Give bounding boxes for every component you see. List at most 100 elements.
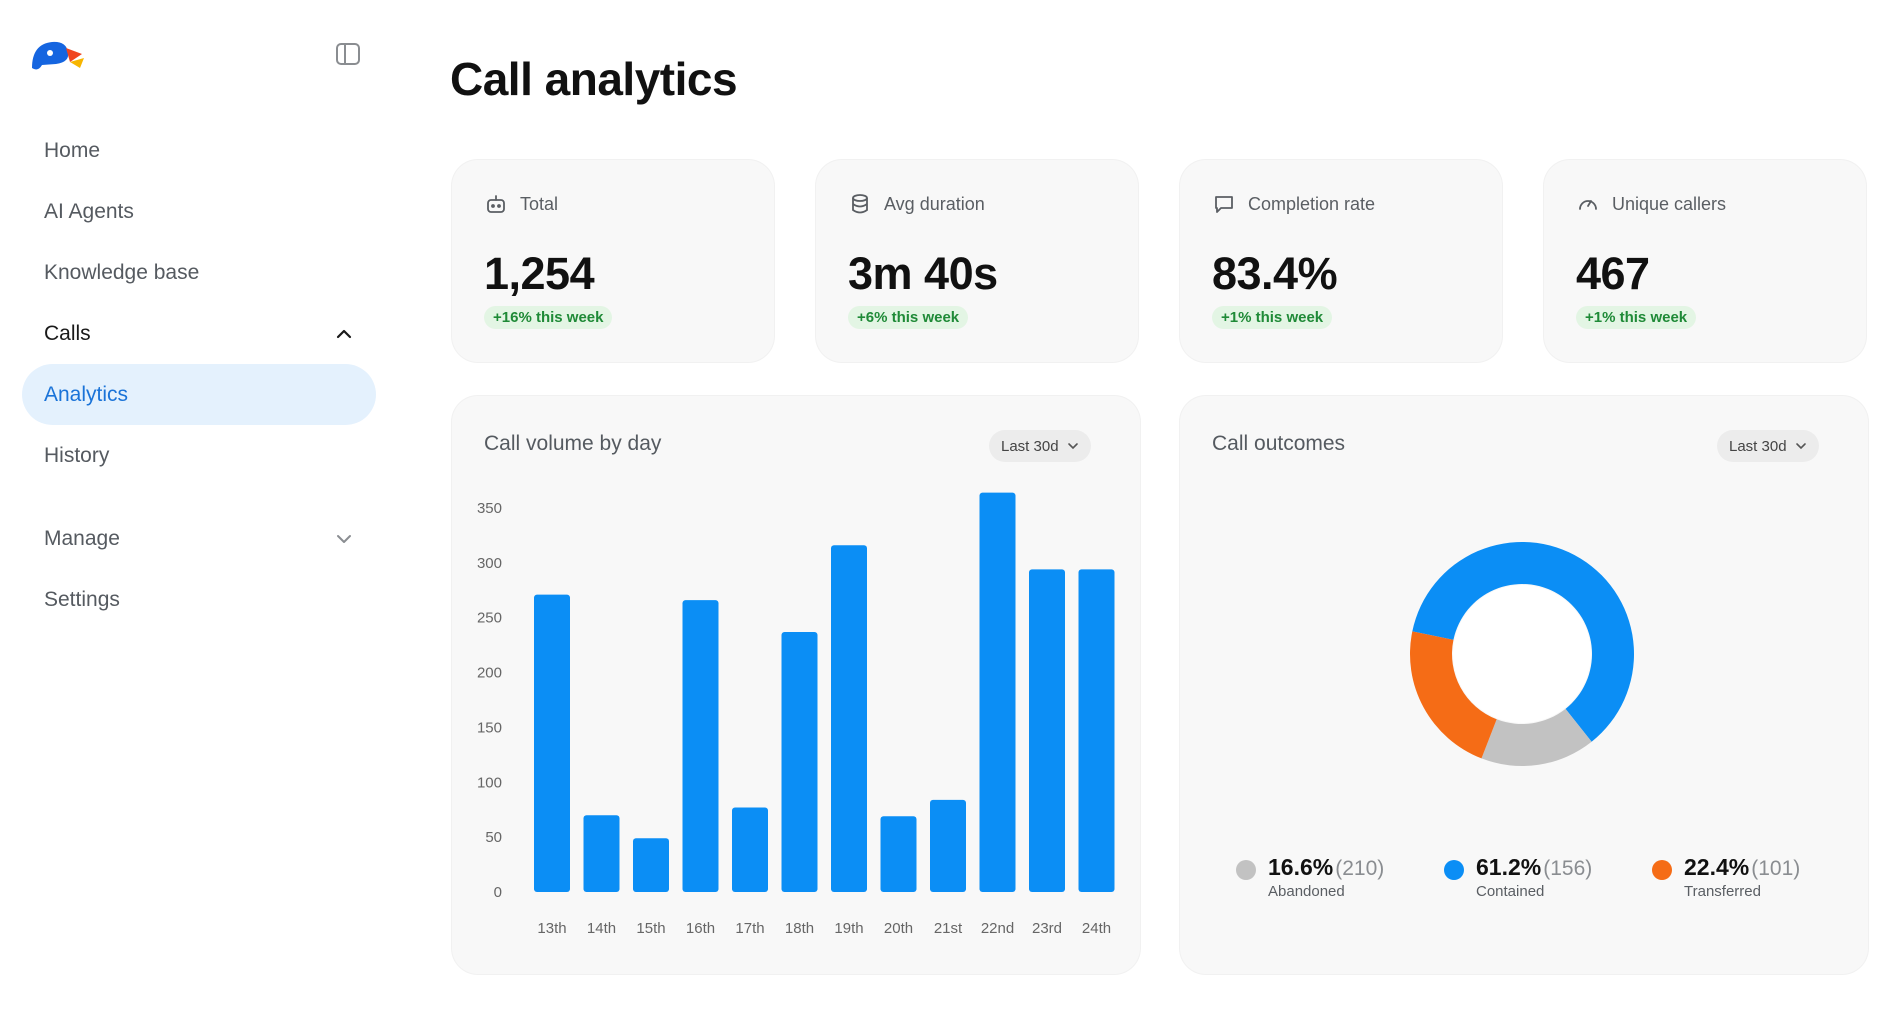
stat-value: 1,254 (484, 248, 595, 299)
y-tick-label: 100 (477, 774, 502, 791)
legend-swatch (1652, 860, 1672, 880)
legend-label: Transferred (1684, 883, 1761, 900)
stat-label: Unique callers (1612, 193, 1727, 214)
legend-count: (101) (1751, 857, 1801, 880)
panel-title: Call volume by day (484, 432, 662, 455)
page-title: Call analytics (450, 53, 738, 105)
chevron-down-icon (1795, 443, 1806, 450)
sidebar-item-settings[interactable]: Settings (22, 569, 376, 630)
date-range-label: Last 30d (1001, 437, 1059, 455)
bar-16th[interactable] (682, 600, 719, 892)
donut-slice-contained[interactable] (1412, 542, 1634, 742)
y-tick-label: 150 (477, 719, 502, 736)
legend-swatch (1444, 860, 1464, 880)
sidebar-item-label: Settings (44, 587, 120, 611)
nav-spacer (22, 486, 376, 508)
legend-item-contained: 61.2%(156) Contained (1444, 854, 1592, 900)
call-outcomes-panel: Call outcomes Last 30d 16.6%(210) Abando… (1180, 396, 1868, 974)
stat-change-badge: +1% this week (1576, 306, 1697, 329)
x-tick-label: 24th (1082, 920, 1111, 937)
x-tick-label: 15th (636, 920, 665, 937)
sidebar-item-knowledge-base[interactable]: Knowledge base (22, 242, 376, 303)
x-tick-label: 16th (686, 920, 715, 937)
legend-label: Contained (1476, 883, 1545, 900)
stat-card-completion-rate: Completion rate 83.4% +1% this week (1180, 160, 1502, 362)
legend-item-abandoned: 16.6%(210) Abandoned (1236, 854, 1384, 900)
y-tick-label: 0 (494, 884, 502, 901)
sidebar-toggle-icon[interactable] (334, 40, 362, 68)
x-tick-label: 21st (934, 920, 963, 937)
bar-23rd[interactable] (1029, 569, 1065, 892)
date-range-dropdown[interactable]: Last 30d (1717, 430, 1819, 462)
sidebar-item-ai-agents[interactable]: AI Agents (22, 181, 376, 242)
bar-13th[interactable] (534, 594, 570, 892)
stat-header: Total (484, 192, 558, 216)
stat-header: Unique callers (1576, 192, 1726, 216)
stat-card-avg-duration: Avg duration 3m 40s +6% this week (816, 160, 1138, 362)
stat-change-badge: +16% this week (484, 306, 613, 329)
date-range-label: Last 30d (1729, 437, 1787, 455)
x-tick-label: 14th (587, 920, 616, 937)
stat-value: 467 (1576, 248, 1650, 299)
stat-value: 83.4% (1212, 248, 1338, 299)
bar-20th[interactable] (880, 816, 917, 892)
legend-percent: 61.2% (1476, 854, 1542, 880)
legend-item-transferred: 22.4%(101) Transferred (1652, 854, 1800, 900)
y-tick-label: 50 (485, 829, 502, 846)
sidebar-item-home[interactable]: Home (22, 120, 376, 181)
sidebar-section-manage[interactable]: Manage (22, 508, 376, 569)
stat-value: 3m 40s (848, 248, 998, 299)
x-tick-label: 17th (735, 920, 764, 937)
sidebar-nav: Home AI Agents Knowledge base Calls Anal… (22, 120, 376, 630)
x-tick-label: 23rd (1032, 920, 1062, 937)
stat-header: Avg duration (848, 192, 985, 216)
legend-swatch (1236, 860, 1256, 880)
bar-22nd[interactable] (979, 492, 1016, 892)
sidebar-item-label: AI Agents (44, 199, 134, 223)
chevron-down-icon (1067, 443, 1078, 450)
sidebar-section-calls[interactable]: Calls (22, 303, 376, 364)
sidebar-item-label: Manage (44, 526, 120, 550)
sidebar-item-history[interactable]: History (22, 425, 376, 486)
stat-label: Completion rate (1248, 193, 1376, 214)
bar-24th[interactable] (1078, 569, 1115, 892)
sidebar-item-analytics[interactable]: Analytics (22, 364, 376, 425)
gauge-icon (1579, 200, 1597, 210)
bar-18th[interactable] (781, 631, 818, 892)
x-tick-label: 22nd (981, 920, 1014, 937)
sidebar-item-label: History (44, 443, 110, 467)
bar-14th[interactable] (583, 815, 620, 892)
sidebar-item-label: Knowledge base (44, 260, 200, 284)
legend-label: Abandoned (1268, 883, 1345, 900)
bar-19th[interactable] (831, 545, 867, 892)
donut-slice-abandoned[interactable] (1481, 708, 1592, 766)
legend-count: (156) (1543, 857, 1593, 880)
robot-icon (487, 195, 505, 213)
legend-count: (210) (1335, 857, 1385, 880)
chevron-down-icon (337, 534, 351, 543)
legend-percent: 22.4% (1684, 854, 1750, 880)
stat-header: Completion rate (1212, 192, 1375, 216)
bar-15th[interactable] (633, 838, 669, 892)
legend-percent: 16.6% (1268, 854, 1334, 880)
x-tick-label: 18th (785, 920, 814, 937)
bar-21st[interactable] (930, 799, 966, 892)
y-tick-label: 250 (477, 610, 502, 627)
y-tick-label: 200 (477, 665, 502, 682)
x-tick-label: 20th (884, 920, 913, 937)
sidebar: Home AI Agents Knowledge base Calls Anal… (0, 0, 390, 1011)
stat-card-total: Total 1,254 +16% this week (452, 160, 774, 362)
stat-change-badge: +6% this week (848, 306, 969, 329)
donut-slice-transferred[interactable] (1410, 631, 1497, 759)
x-tick-label: 19th (834, 920, 863, 937)
sidebar-item-label: Home (44, 138, 101, 162)
stat-label: Avg duration (884, 193, 985, 214)
stat-label: Total (520, 193, 559, 214)
stat-card-unique-callers: Unique callers 467 +1% this week (1544, 160, 1866, 362)
y-tick-label: 350 (477, 500, 502, 517)
sidebar-item-label: Analytics (44, 382, 129, 406)
brand-logo-icon[interactable] (30, 38, 88, 74)
bar-17th[interactable] (732, 807, 768, 892)
date-range-dropdown[interactable]: Last 30d (989, 430, 1091, 462)
database-icon (852, 194, 868, 214)
